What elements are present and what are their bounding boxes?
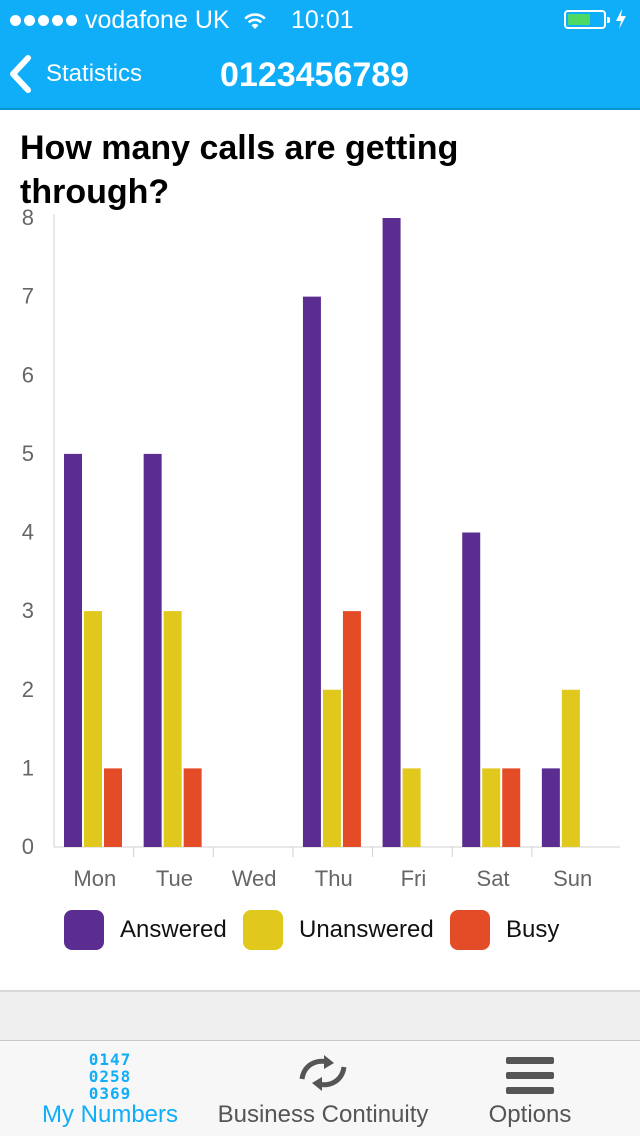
bar-unanswered-sat xyxy=(482,768,501,847)
chevron-left-icon xyxy=(10,55,31,93)
y-tick-label: 3 xyxy=(22,598,34,623)
tab-label-options: Options xyxy=(488,1101,572,1128)
legend-busy: Busy xyxy=(450,910,559,950)
content-footer-divider xyxy=(0,990,640,1040)
back-button-label: Statistics xyxy=(46,60,143,87)
x-tick-label: Sun xyxy=(553,866,592,891)
y-tick-label: 2 xyxy=(22,677,34,702)
bar-answered-sun xyxy=(541,768,560,847)
bar-busy-mon xyxy=(104,768,122,847)
legend-swatch-unanswered xyxy=(243,910,283,950)
y-tick-label: 8 xyxy=(22,205,34,230)
chart-title: How many calls are getting through? xyxy=(20,129,459,211)
tab-my-numbers[interactable]: 0147 0258 0369 My Numbers xyxy=(20,1041,200,1137)
x-tick-label: Mon xyxy=(73,866,116,891)
bar-unanswered-tue xyxy=(163,611,182,847)
number-grid-icon: 0147 0258 0369 xyxy=(88,1050,132,1103)
y-tick-label: 7 xyxy=(22,284,34,309)
clock: 10:01 xyxy=(291,6,354,34)
x-tick-label: Thu xyxy=(315,866,353,891)
bar-answered-thu xyxy=(302,296,321,847)
bar-unanswered-mon xyxy=(84,611,102,847)
tab-options[interactable]: Options xyxy=(460,1041,600,1137)
bar-unanswered-sun xyxy=(561,689,580,847)
legend-label-unanswered: Unanswered xyxy=(299,916,434,943)
continuity-arrows-icon xyxy=(299,1055,347,1091)
y-tick-label: 5 xyxy=(22,441,34,466)
bar-answered-mon xyxy=(64,453,82,847)
menu-lines-icon xyxy=(506,1057,554,1094)
calls-bar-chart: 0 1 2 3 4 5 6 7 8 Mon Tue Wed Thu Fri Sat Sun xyxy=(22,205,620,891)
y-tick-label: 6 xyxy=(22,362,34,387)
bar-unanswered-thu xyxy=(322,689,341,847)
charging-bolt-icon xyxy=(616,9,626,29)
bar-busy-tue xyxy=(183,768,202,847)
navigation-bar: Statistics 0123456789 xyxy=(0,40,640,110)
y-tick-label: 1 xyxy=(22,755,34,780)
wifi-icon xyxy=(243,12,266,29)
legend-swatch-busy xyxy=(450,910,490,950)
bar-busy-thu xyxy=(342,611,361,847)
x-tick-label: Tue xyxy=(156,866,193,891)
tab-bar: 0147 0258 0369 My Numbers Business Conti… xyxy=(0,1040,640,1136)
y-tick-label: 4 xyxy=(22,520,34,545)
y-tick-label: 0 xyxy=(22,834,34,859)
bar-answered-sat xyxy=(462,532,481,847)
legend-swatch-answered xyxy=(64,910,104,950)
carrier-name: vodafone UK xyxy=(85,6,230,34)
status-bar: vodafone UK 10:01 xyxy=(0,0,640,40)
bar-answered-tue xyxy=(143,453,162,847)
tab-label-business-continuity: Business Continuity xyxy=(217,1101,429,1128)
page-title: 0123456789 xyxy=(220,56,410,94)
bar-unanswered-fri xyxy=(402,768,421,847)
legend-label-answered: Answered xyxy=(120,916,227,943)
signal-strength-icon xyxy=(10,15,77,26)
x-tick-label: Wed xyxy=(232,866,277,891)
tab-business-continuity[interactable]: Business Continuity xyxy=(200,1041,446,1137)
x-tick-label: Sat xyxy=(477,866,510,891)
bar-answered-fri xyxy=(382,218,401,847)
battery-icon xyxy=(564,10,610,29)
legend-unanswered: Unanswered xyxy=(243,910,434,950)
legend-answered: Answered xyxy=(64,910,227,950)
back-button[interactable]: Statistics xyxy=(8,54,142,94)
x-tick-label: Fri xyxy=(401,866,427,891)
carrier-info: vodafone UK xyxy=(10,6,268,35)
bar-busy-sat xyxy=(502,768,521,847)
legend-label-busy: Busy xyxy=(506,916,560,943)
tab-label-my-numbers: My Numbers xyxy=(41,1101,179,1128)
